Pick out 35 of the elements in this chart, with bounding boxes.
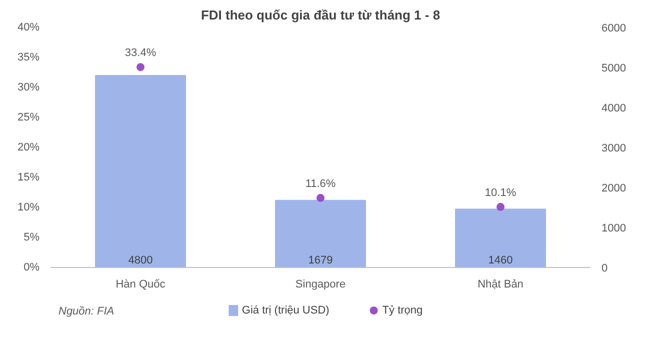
chart-title: FDI theo quốc gia đầu tư từ tháng 1 - 8 <box>200 8 440 22</box>
x-tick-label: Singapore <box>295 278 346 290</box>
data-label: 1679 <box>308 254 333 266</box>
bar <box>455 208 546 268</box>
text: Nguồn: FIA <box>58 306 114 318</box>
point <box>316 194 324 202</box>
y-tick-label: 30% <box>17 82 40 94</box>
y-tick-label: 25% <box>17 112 40 124</box>
data-label: 1460 <box>488 254 513 266</box>
y2-tick-label: 2000 <box>602 182 626 194</box>
x-tick-label: Nhật Bản <box>478 278 524 290</box>
point <box>136 63 144 72</box>
y2-tick-label: 3000 <box>602 142 626 154</box>
data-label: 10.1% <box>484 186 516 199</box>
y-tick-label: 15% <box>17 172 40 184</box>
data-label: 4800 <box>128 254 153 266</box>
y-tick-label: 5% <box>24 232 40 244</box>
legend-label: Tỷ trọng <box>382 304 423 316</box>
x-tick-label: Hàn Quốc <box>116 278 166 290</box>
y-tick-label: 35% <box>17 52 40 64</box>
data-label: 11.6% <box>305 178 336 190</box>
y2-tick-label: 4000 <box>602 102 626 114</box>
y-tick-label: 10% <box>17 202 40 214</box>
y2-tick-label: 0 <box>602 262 608 274</box>
legend-label: Giá trị (triệu USD) <box>242 304 330 316</box>
y-tick-label: 0% <box>24 262 40 274</box>
y2-tick-label: 5000 <box>602 62 626 74</box>
y2-tick-label: 1000 <box>602 222 626 234</box>
bar <box>95 75 186 268</box>
point <box>496 202 504 211</box>
y-tick-label: 40% <box>17 22 40 34</box>
y2-tick-label: 6000 <box>602 22 626 34</box>
data-label: 33.4% <box>124 47 156 60</box>
bar <box>275 200 366 268</box>
y-tick-label: 20% <box>17 142 40 154</box>
